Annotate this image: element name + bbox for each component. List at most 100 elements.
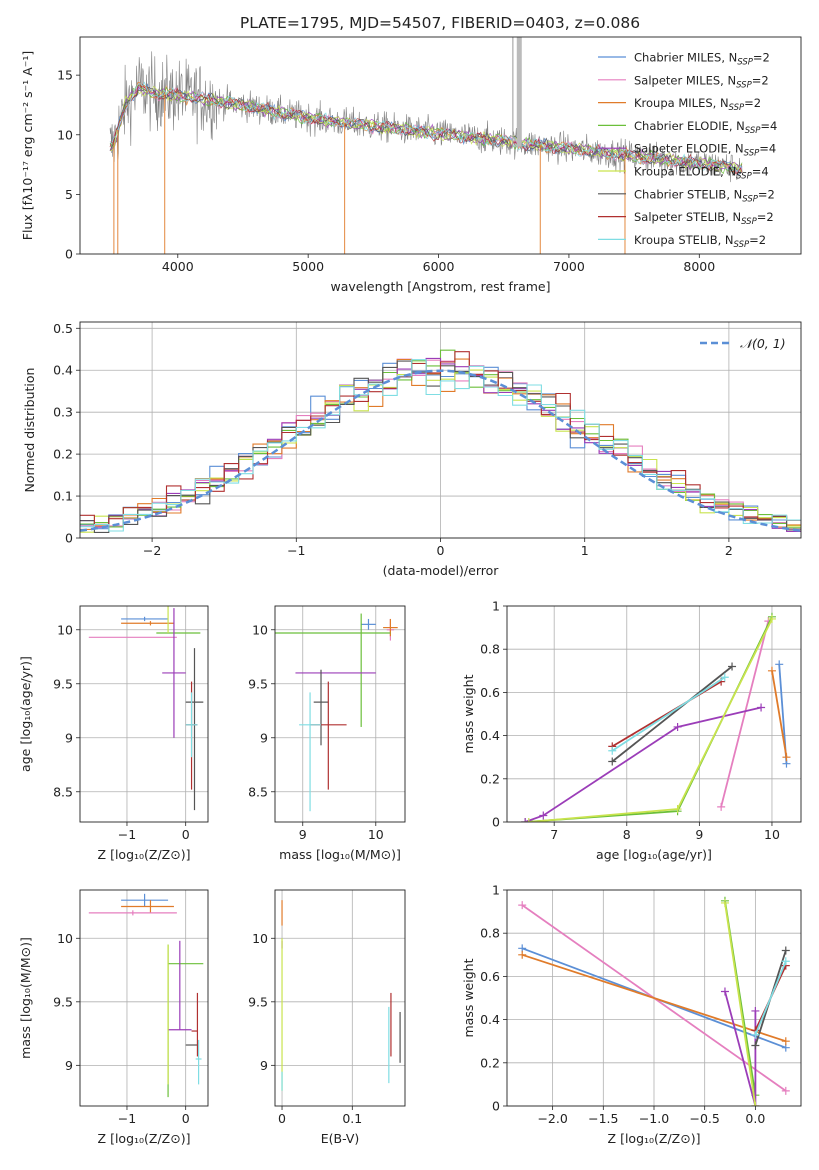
legend-label: Kroupa ELODIE, NSSP=4 — [634, 165, 769, 182]
y-tick-label: 9 — [65, 1058, 73, 1073]
axes-frame — [506, 889, 802, 1107]
x-tick-label: 8000 — [683, 259, 715, 274]
x-tick-label: 0 — [278, 1111, 286, 1126]
weight-marker — [767, 666, 776, 675]
plot-area — [109, 37, 743, 254]
x-tick-label: 0 — [182, 1111, 190, 1126]
x-tick-label: 9 — [695, 827, 703, 842]
x-axis-label: Z [log₁₀(Z/Z⊙)] — [98, 847, 191, 862]
plot-area — [88, 893, 204, 1098]
x-tick-label: −1 — [118, 827, 136, 842]
plot-area — [88, 606, 204, 811]
y-tick-label: 9 — [260, 1058, 268, 1073]
legend-label: Kroupa STELIB, NSSP=2 — [634, 233, 766, 250]
errorbar-point — [121, 900, 174, 913]
weight-marker — [673, 722, 682, 731]
y-tick-label: 1 — [492, 883, 500, 898]
errorbar-point — [121, 616, 169, 622]
y-tick-label: 0.1 — [53, 489, 73, 504]
errorbar-point — [191, 992, 199, 1057]
model-spectrum — [109, 81, 743, 173]
x-tick-label: 1 — [581, 543, 589, 558]
x-tick-label: −2.0 — [537, 1111, 567, 1126]
errorbar-point — [185, 692, 198, 758]
y-tick-label: 0.6 — [480, 685, 500, 700]
y-tick-label: 9 — [65, 730, 73, 745]
model-spectrum — [109, 82, 743, 175]
weight-line — [525, 616, 773, 822]
weight-marker — [781, 957, 790, 966]
y-tick-label: 0 — [65, 247, 73, 262]
weight-line — [754, 960, 787, 1036]
weight-marker — [608, 757, 617, 766]
y-tick-label: 9.5 — [248, 994, 268, 1009]
model-spectrum — [109, 85, 743, 171]
y-tick-label: 10 — [252, 622, 268, 637]
legend-label: Salpeter STELIB, NSSP=2 — [634, 210, 774, 227]
weight-marker — [539, 811, 548, 820]
weight-marker — [781, 1037, 790, 1046]
y-tick-label: 0 — [492, 815, 500, 830]
x-tick-label: 7 — [550, 827, 558, 842]
weight-line — [521, 953, 787, 1043]
panel-weight-vs-Z: −2.0 −1.5 −1.0 −0.5 0.0 0 0.2 0.4 0.6 0.8 1 Z [log₁… — [461, 883, 802, 1146]
panel-spectrum: 4000 5000 6000 7000 8000 0 5 10 15 wavelength [An… — [20, 36, 802, 294]
errorbar-point — [361, 618, 376, 630]
x-tick-label: 0 — [182, 827, 190, 842]
x-tick-label: −2 — [143, 543, 161, 558]
y-axis-label: Flux [fλ10⁻¹⁷ erg cm⁻² s⁻¹ A⁻¹] — [20, 51, 35, 240]
weight-marker — [775, 660, 784, 669]
errorbar-point — [195, 1039, 202, 1085]
legend-label: Chabrier ELODIE, NSSP=4 — [634, 119, 777, 136]
y-tick-label: 1 — [492, 599, 500, 614]
x-axis-label: Z [log₁₀(Z/Z⊙)] — [608, 1131, 701, 1146]
y-tick-label: 0 — [65, 531, 73, 546]
axes-frame — [79, 321, 802, 539]
y-tick-label: 10 — [252, 931, 268, 946]
legend-label: 𝒩(0, 1) — [740, 336, 786, 351]
weight-marker — [524, 818, 533, 822]
y-axis-label: age [log₁₀(age/yr)] — [18, 656, 33, 772]
y-axis-label: mass weight — [461, 674, 476, 753]
x-axis-label: mass [log₁₀(M/M⊙)] — [279, 847, 401, 862]
weight-marker — [782, 753, 791, 762]
plot-area — [80, 349, 801, 533]
y-tick-label: 0.5 — [53, 321, 73, 336]
y-axis-label: mass [log₁₀(M/M⊙)] — [18, 937, 33, 1059]
weight-marker — [767, 614, 776, 623]
y-tick-label: 5 — [65, 187, 73, 202]
histogram-step — [80, 351, 801, 525]
x-axis-label: E(B-V) — [321, 1131, 360, 1146]
x-axis-label: (data-model)/error — [383, 563, 500, 578]
weight-marker — [521, 818, 530, 822]
figure-title: PLATE=1795, MJD=54507, FIBERID=0403, z=0… — [240, 14, 640, 32]
x-tick-label: 9 — [299, 827, 307, 842]
axes-frame — [79, 36, 802, 255]
panel-age-vs-mass: 9 10 8.5 9 9.5 10 mass [log₁₀(M/M⊙)] — [248, 605, 406, 862]
y-tick-label: 9 — [260, 730, 268, 745]
panel-mass-vs-Z: −1 0 9 9.5 10 Z [log₁₀(Z/Z⊙)] mass [log₁₀(M/M⊙… — [18, 889, 209, 1146]
errorbar-point — [121, 621, 174, 626]
weight-marker — [751, 1102, 760, 1106]
panel-age-vs-Z: −1 0 8.5 9 9.5 10 Z [log₁₀(Z/Z⊙)] age [log₁₀(ag… — [18, 605, 209, 862]
legend-label: Chabrier STELIB, NSSP=2 — [634, 187, 775, 204]
y-tick-label: 9.5 — [53, 676, 73, 691]
y-tick-label: 0 — [492, 1099, 500, 1114]
x-tick-label: 8 — [623, 827, 631, 842]
legend-label: Salpeter ELODIE, NSSP=4 — [634, 142, 776, 159]
y-tick-label: 0.2 — [480, 1055, 500, 1070]
y-tick-label: 0.2 — [480, 771, 500, 786]
x-tick-label: −1 — [287, 543, 305, 558]
x-tick-label: 10 — [764, 827, 780, 842]
y-tick-label: 0.3 — [53, 405, 73, 420]
errorbar-point — [162, 608, 186, 738]
legend-label: Chabrier MILES, NSSP=2 — [634, 51, 770, 68]
x-tick-label: 0.0 — [745, 1111, 765, 1126]
plot-area — [521, 612, 791, 822]
y-tick-label: 10 — [57, 622, 73, 637]
y-tick-label: 0.4 — [53, 363, 73, 378]
y-tick-label: 10 — [57, 931, 73, 946]
weight-marker — [751, 1041, 760, 1050]
